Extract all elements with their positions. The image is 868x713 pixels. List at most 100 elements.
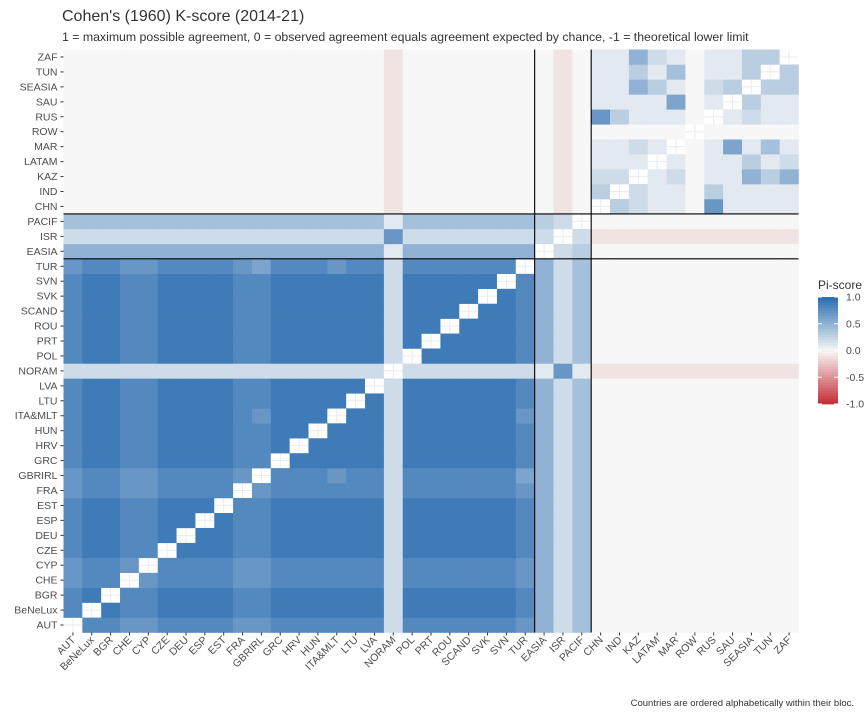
- heatmap-cell: [515, 333, 535, 349]
- heatmap-cell: [496, 109, 517, 125]
- colorbar-segment: [818, 350, 838, 354]
- heatmap-cell: [289, 512, 309, 529]
- heatmap-cell: [195, 64, 215, 80]
- heatmap-cell: [270, 587, 290, 603]
- y-tick-label: GRC: [34, 455, 58, 467]
- heatmap-cell: [666, 154, 686, 170]
- heatmap-cell: [459, 602, 479, 618]
- heatmap-cell: [233, 557, 253, 574]
- heatmap-cell: [402, 169, 422, 185]
- heatmap-cell: [440, 213, 460, 230]
- heatmap-cell: [741, 468, 762, 484]
- heatmap-cell: [572, 64, 592, 80]
- heatmap-cell: [383, 154, 404, 170]
- heatmap-cell: [383, 288, 404, 304]
- heatmap-cell: [591, 572, 611, 588]
- heatmap-cell: [101, 542, 121, 559]
- heatmap-cell: [591, 124, 611, 140]
- heatmap-cell: [157, 408, 177, 424]
- heatmap-cell: [628, 423, 649, 439]
- heatmap-cell: [779, 94, 799, 110]
- heatmap-cell: [440, 617, 460, 633]
- heatmap-cell: [233, 602, 253, 618]
- heatmap-cell: [628, 378, 649, 394]
- heatmap-cell: [308, 169, 328, 185]
- heatmap-cell: [496, 288, 517, 304]
- heatmap-cell: [120, 348, 140, 364]
- heatmap-cell: [289, 333, 309, 349]
- heatmap-cell: [214, 438, 234, 454]
- heatmap-cell: [723, 109, 743, 125]
- heatmap-cell: [346, 587, 366, 603]
- heatmap-cell: [666, 557, 686, 574]
- heatmap-cell: [308, 184, 328, 200]
- heatmap-cell: [120, 109, 140, 125]
- heatmap-cell: [421, 587, 441, 603]
- heatmap-cell: [176, 617, 196, 633]
- caption: Countries are ordered alphabetically wit…: [631, 698, 854, 709]
- heatmap-cell: [82, 258, 102, 275]
- heatmap-cell: [515, 423, 535, 439]
- heatmap-cell: [553, 423, 573, 439]
- x-tick-label: RUS: [695, 634, 719, 658]
- heatmap-cell: [289, 243, 309, 260]
- heatmap-cell: [666, 318, 686, 334]
- heatmap-cell: [515, 288, 535, 304]
- heatmap-cell: [402, 363, 422, 379]
- heatmap-cell: [704, 348, 724, 364]
- heatmap-cell: [251, 94, 272, 110]
- heatmap-cell: [82, 348, 102, 364]
- colorbar-segment: [818, 390, 838, 394]
- heatmap-cell: [515, 468, 535, 484]
- heatmap-cell: [157, 228, 177, 245]
- heatmap-cell: [157, 497, 177, 514]
- heatmap-cell: [214, 333, 234, 349]
- heatmap-cell: [534, 572, 554, 588]
- heatmap-cell: [383, 64, 404, 80]
- heatmap-cell: [157, 184, 177, 200]
- heatmap-cell: [440, 169, 460, 185]
- heatmap-cell: [496, 408, 517, 424]
- heatmap-cell: [138, 213, 159, 230]
- heatmap-cell: [628, 408, 649, 424]
- heatmap-cell: [440, 139, 460, 155]
- heatmap-cell: [685, 542, 705, 559]
- heatmap-cell: [723, 453, 743, 469]
- heatmap-cell: [138, 333, 159, 349]
- heatmap-cell: [214, 602, 234, 618]
- heatmap-cell: [741, 318, 762, 334]
- heatmap-cell: [120, 393, 140, 409]
- heatmap-cell: [365, 527, 385, 544]
- heatmap-cell: [647, 438, 667, 454]
- heatmap-cell: [610, 243, 630, 260]
- heatmap-cell: [270, 527, 290, 544]
- heatmap-cell: [647, 363, 667, 379]
- heatmap-cell: [63, 453, 83, 469]
- heatmap-cell: [628, 468, 649, 484]
- heatmap-cell: [666, 393, 686, 409]
- heatmap-cell: [346, 243, 366, 260]
- heatmap-cell: [515, 602, 535, 618]
- heatmap-cell: [289, 378, 309, 394]
- heatmap-cell: [515, 169, 535, 185]
- heatmap-cell: [138, 64, 159, 80]
- heatmap-cell: [270, 333, 290, 349]
- heatmap-cell: [176, 602, 196, 618]
- heatmap-cell: [383, 378, 404, 394]
- heatmap-cell: [741, 423, 762, 439]
- heatmap-cell: [741, 228, 762, 245]
- heatmap-cell: [572, 258, 592, 275]
- heatmap-cell: [233, 288, 253, 304]
- heatmap-cell: [120, 527, 140, 544]
- heatmap-cell: [647, 468, 667, 484]
- heatmap-cell: [195, 363, 215, 379]
- y-tick-label: ROW: [32, 126, 58, 138]
- heatmap-cell: [63, 124, 83, 140]
- heatmap-cell: [440, 94, 460, 110]
- heatmap-cell: [496, 198, 517, 215]
- heatmap-cell: [365, 213, 385, 230]
- heatmap-cell: [421, 124, 441, 140]
- heatmap-cell: [101, 453, 121, 469]
- heatmap-cell: [101, 318, 121, 334]
- heatmap-cell: [440, 423, 460, 439]
